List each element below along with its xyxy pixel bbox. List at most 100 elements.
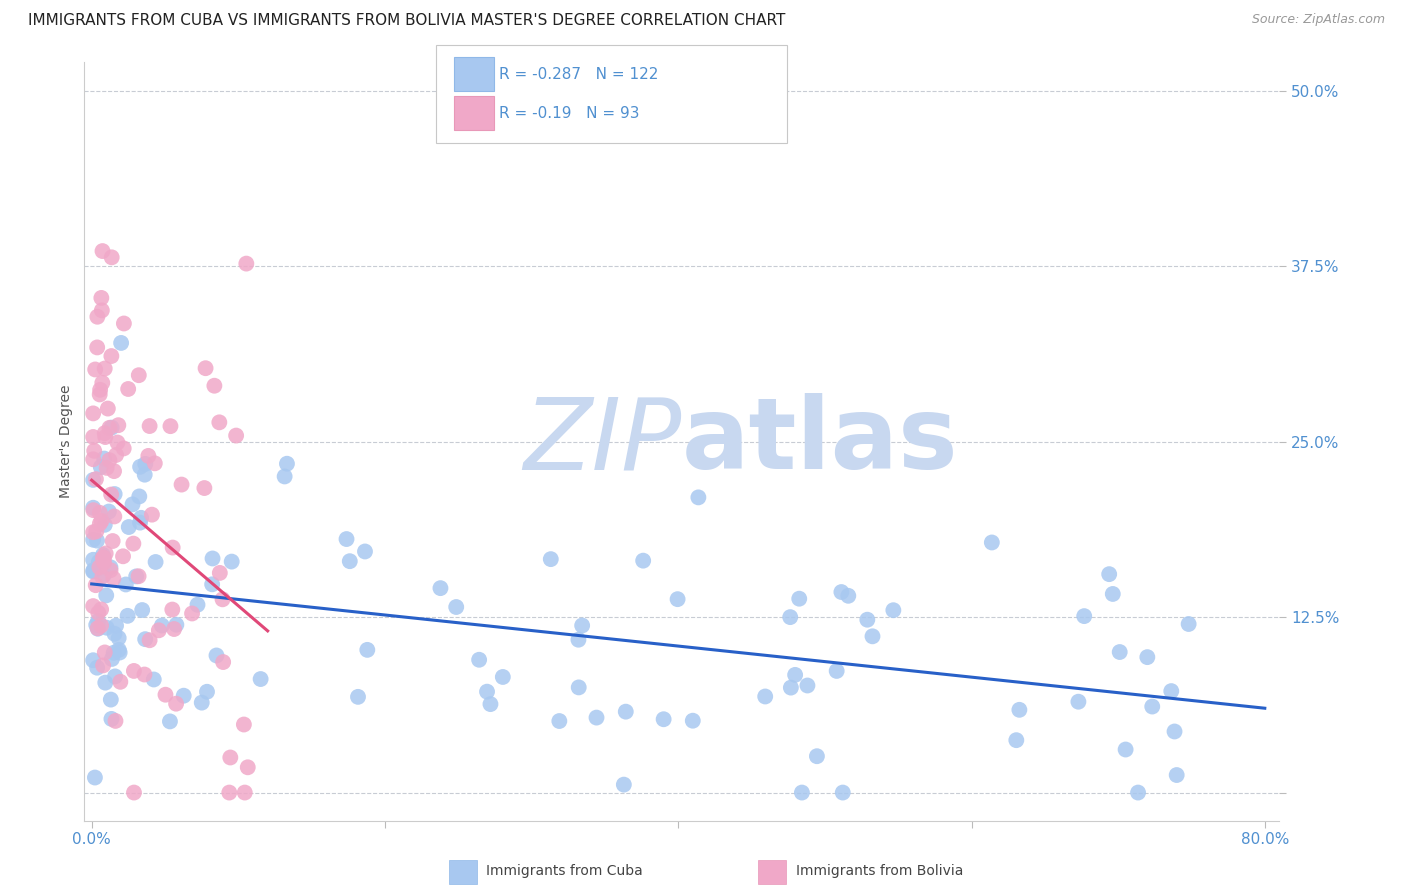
Point [112,317,135,331]
Point [104,487,127,501]
Point [84,771,107,785]
Point [141,508,163,522]
Point [150,618,173,632]
Point [1008,703,1031,717]
Point [96,461,118,475]
Point [568,681,591,695]
Point [1160,684,1182,698]
Point [129,459,152,474]
Point [779,681,801,695]
Point [93,361,115,376]
Point [205,648,228,663]
Point [249,672,271,686]
Point [128,569,150,583]
Point [83,443,105,458]
Point [108,643,131,657]
Point [84,524,107,539]
Text: Immigrants from Cuba: Immigrants from Cuba [486,864,643,879]
Point [82,565,104,579]
Point [107,435,129,450]
Text: atlas: atlas [682,393,959,490]
Point [97,504,120,518]
Point [837,589,859,603]
Point [129,511,152,525]
Point [112,442,135,456]
Point [173,689,195,703]
Point [83,564,105,578]
Point [82,406,104,420]
Point [232,717,254,731]
Point [195,685,218,699]
Point [100,560,122,574]
Point [82,503,104,517]
Point [347,690,370,704]
Point [1177,617,1199,632]
Point [82,473,104,487]
Point [128,368,150,383]
Point [190,696,212,710]
Point [100,487,122,501]
Point [682,714,704,728]
Point [84,578,107,592]
Point [143,456,166,470]
Point [93,568,115,582]
Point [89,560,111,574]
Point [194,361,217,376]
Point [882,603,904,617]
Point [82,599,104,613]
Point [110,335,132,350]
Point [94,546,117,560]
Point [1142,699,1164,714]
Point [89,383,111,397]
Point [82,553,104,567]
Point [100,563,122,577]
Point [86,310,108,324]
Point [91,376,114,390]
Point [134,667,156,681]
Text: ZIP: ZIP [523,393,682,490]
Point [479,697,502,711]
Point [492,670,515,684]
Point [103,464,125,478]
Point [82,430,104,444]
Point [429,581,451,595]
Point [84,362,107,376]
Point [97,401,120,416]
Point [1108,645,1130,659]
Point [567,632,589,647]
Point [103,571,125,585]
Point [108,646,131,660]
Point [134,457,156,471]
Point [980,535,1002,549]
Point [666,592,689,607]
Point [1166,768,1188,782]
Point [105,618,128,632]
Point [90,602,112,616]
Point [90,618,112,632]
Point [96,588,118,602]
Point [86,621,108,635]
Point [84,472,107,486]
Text: R = -0.19   N = 93: R = -0.19 N = 93 [499,106,640,120]
Point [90,303,112,318]
Point [165,617,187,632]
Point [103,509,125,524]
Point [155,688,177,702]
Point [84,618,107,632]
Point [93,550,115,565]
Point [87,606,110,620]
Point [82,653,104,667]
Point [236,760,259,774]
Text: R = -0.287   N = 122: R = -0.287 N = 122 [499,67,658,81]
Point [118,520,141,534]
Point [98,421,121,435]
Point [82,533,104,547]
Point [93,556,115,570]
Point [125,569,148,583]
Point [787,591,810,606]
Point [1073,609,1095,624]
Point [128,490,150,504]
Text: IMMIGRANTS FROM CUBA VS IMMIGRANTS FROM BOLIVIA MASTER'S DEGREE CORRELATION CHAR: IMMIGRANTS FROM CUBA VS IMMIGRANTS FROM … [28,13,786,29]
Point [100,692,122,706]
Point [754,690,776,704]
